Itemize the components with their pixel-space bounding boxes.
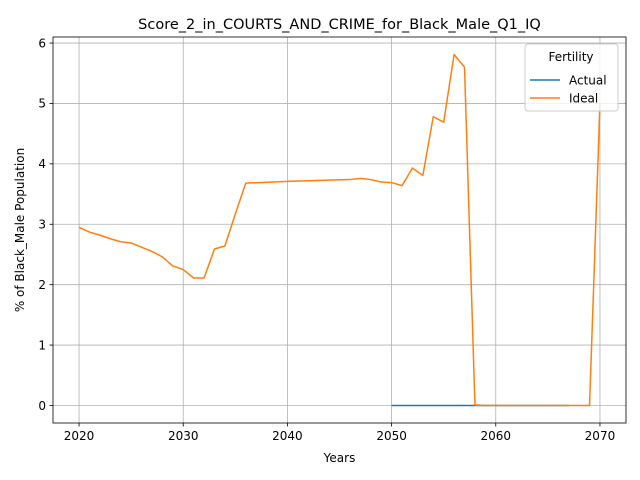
legend-label-actual: Actual bbox=[569, 74, 607, 88]
y-tick-label: 0 bbox=[38, 399, 46, 413]
y-axis-ticks: 0 1 2 3 4 5 6 bbox=[38, 36, 53, 413]
y-axis-label: % of Black_Male Population bbox=[13, 148, 27, 312]
legend: Fertility Actual Ideal bbox=[524, 43, 619, 112]
y-tick-label: 2 bbox=[38, 278, 46, 292]
y-tick-label: 4 bbox=[38, 157, 46, 171]
x-tick-label: 2070 bbox=[585, 429, 616, 443]
y-tick-label: 5 bbox=[38, 97, 46, 111]
x-tick-label: 2040 bbox=[272, 429, 303, 443]
legend-title: Fertility bbox=[548, 50, 593, 64]
x-tick-label: 2030 bbox=[168, 429, 199, 443]
x-tick-label: 2050 bbox=[376, 429, 407, 443]
plot-frame bbox=[52, 36, 627, 424]
chart-title: Score_2_in_COURTS_AND_CRIME_for_Black_Ma… bbox=[138, 17, 541, 33]
x-tick-label: 2060 bbox=[480, 429, 511, 443]
x-axis-ticks: 2020 2030 2040 2050 2060 2070 bbox=[64, 423, 615, 443]
y-tick-label: 6 bbox=[38, 36, 46, 50]
x-axis-label: Years bbox=[323, 451, 356, 465]
series-line-ideal bbox=[78, 53, 601, 407]
legend-frame bbox=[524, 43, 619, 112]
y-tick-label: 1 bbox=[38, 338, 46, 352]
legend-label-ideal: Ideal bbox=[569, 92, 598, 106]
y-tick-label: 3 bbox=[38, 218, 46, 232]
series-lines bbox=[78, 53, 601, 407]
x-tick-label: 2020 bbox=[64, 429, 95, 443]
